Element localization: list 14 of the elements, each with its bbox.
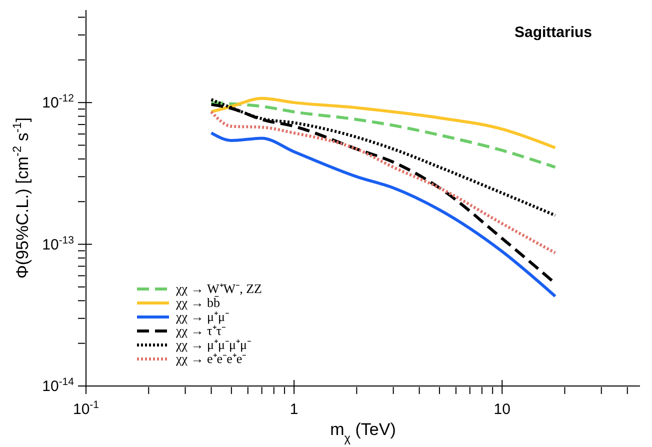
text: Sagittarius	[514, 24, 592, 41]
legend-label: χχ → μ⁺μ⁻μ⁺μ⁻	[176, 337, 251, 352]
legend-label: χχ → e⁺e⁻e⁺e⁻	[176, 351, 246, 366]
y-tick-label: 10$^{-14}$	[42, 376, 74, 395]
x-axis-title: m$_{χ}$ (TeV)	[330, 420, 396, 445]
x-tick-label: 10$^{-1}$	[72, 399, 100, 418]
legend-label: χχ → τ⁺τ⁻	[176, 323, 226, 338]
legend-label: χχ → μ⁺μ⁻	[176, 309, 229, 324]
legend-label: χχ → bb̄	[176, 295, 220, 310]
y-tick-label: 10$^{-13}$	[42, 234, 74, 254]
legend-label: χχ → W⁺W⁻, ZZ	[176, 281, 262, 296]
x-tick-label: 1	[290, 401, 298, 418]
x-tick-label: 10	[494, 401, 510, 418]
y-tick-label: 10$^{-12}$	[42, 92, 74, 112]
